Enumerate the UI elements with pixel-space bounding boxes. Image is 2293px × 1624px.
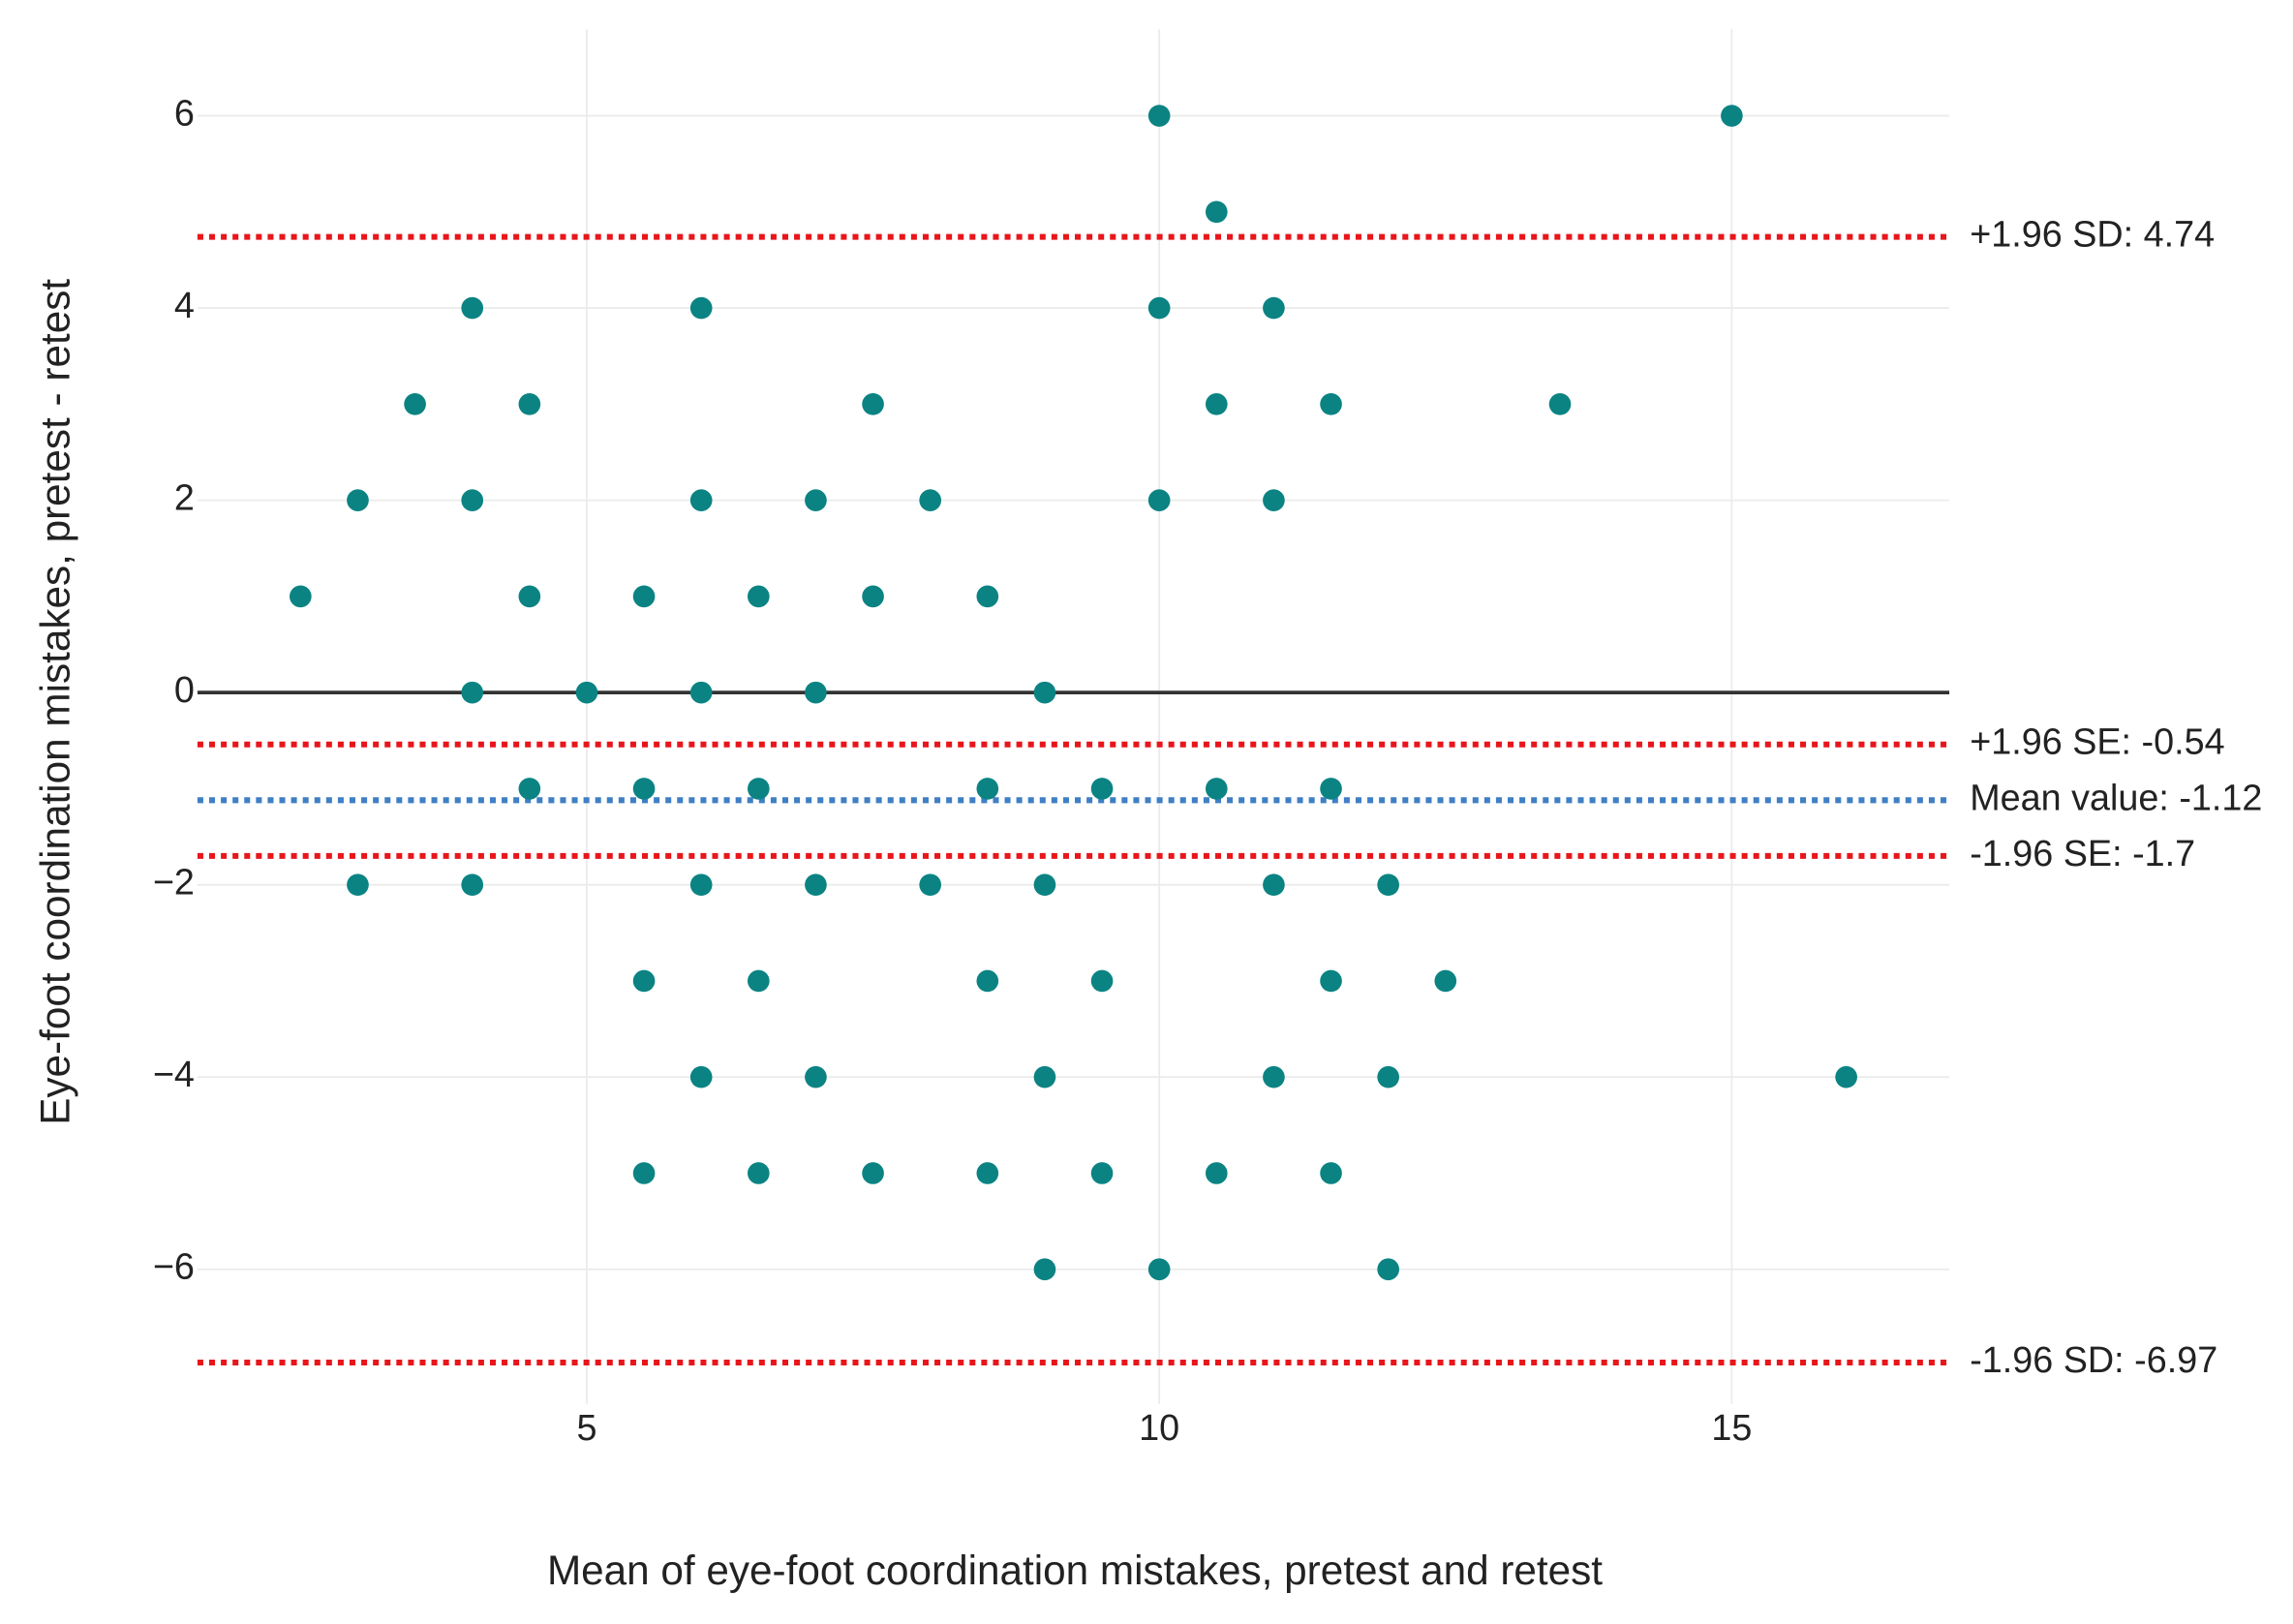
data-point (1320, 1162, 1342, 1184)
data-point (747, 585, 770, 608)
data-point (1205, 778, 1228, 800)
data-point (1090, 1162, 1114, 1184)
data-point (347, 489, 369, 511)
y-tick-label: 2 (174, 477, 195, 518)
data-point (1147, 296, 1171, 320)
data-point (689, 681, 713, 704)
data-point (290, 585, 312, 608)
data-point (1090, 969, 1114, 993)
data-point (1320, 778, 1342, 800)
y-tick-label: −4 (153, 1054, 195, 1094)
data-point (976, 778, 999, 800)
data-point (689, 873, 713, 897)
data-point (805, 873, 827, 897)
data-point (1147, 489, 1171, 511)
data-point (1434, 969, 1457, 993)
reference-label: -1.96 SD: -6.97 (1970, 1339, 2217, 1380)
data-point (404, 393, 426, 415)
y-tick-label: −6 (153, 1246, 195, 1287)
x-tick-label: 5 (576, 1407, 596, 1448)
data-point (461, 489, 484, 511)
data-point (1377, 1065, 1399, 1088)
data-point (1033, 873, 1056, 897)
data-point (632, 969, 656, 993)
data-point (575, 681, 598, 704)
data-point (632, 778, 656, 800)
data-point (862, 585, 884, 608)
data-point (862, 393, 884, 415)
data-point (518, 585, 541, 608)
data-point (1548, 393, 1572, 415)
data-point (1263, 489, 1285, 511)
data-point (461, 681, 484, 704)
data-point (1377, 873, 1399, 897)
data-point (518, 393, 541, 415)
data-point (976, 1162, 999, 1184)
data-point (461, 296, 484, 320)
data-point (805, 489, 827, 511)
data-point (518, 778, 541, 800)
data-point (1205, 1162, 1228, 1184)
reference-label: +1.96 SE: -0.54 (1970, 721, 2224, 762)
x-tick-label: 10 (1139, 1407, 1179, 1448)
data-point (689, 1065, 713, 1088)
y-tick-label: 6 (174, 93, 195, 134)
data-point (747, 1162, 770, 1184)
data-point (1033, 1065, 1056, 1088)
reference-label: Mean value: -1.12 (1970, 777, 2262, 817)
data-point (689, 296, 713, 320)
data-point (1263, 873, 1285, 897)
data-point (1263, 296, 1285, 320)
data-point (1033, 681, 1056, 704)
x-axis-label: Mean of eye-foot coordination mistakes, … (547, 1547, 1603, 1593)
data-point (919, 489, 942, 511)
data-point (689, 489, 713, 511)
data-point (747, 778, 770, 800)
data-point (1320, 393, 1342, 415)
data-point (1377, 1258, 1399, 1281)
data-point (805, 681, 827, 704)
y-tick-label: 4 (174, 285, 195, 325)
data-point (747, 969, 770, 993)
data-point (347, 873, 369, 897)
data-point (919, 873, 942, 897)
data-point (632, 585, 656, 608)
data-point (1320, 969, 1342, 993)
data-point (1835, 1065, 1857, 1088)
data-point (1721, 105, 1743, 127)
y-tick-label: −2 (153, 862, 195, 903)
data-point (1205, 200, 1228, 224)
data-point (1205, 393, 1228, 415)
y-tick-label: 0 (174, 669, 195, 710)
data-point (461, 873, 484, 897)
y-axis-label: Eye-foot coordination mistakes, pretest … (33, 279, 78, 1125)
data-point (1147, 105, 1171, 127)
x-tick-label: 15 (1711, 1407, 1752, 1448)
data-point (976, 585, 999, 608)
data-point (862, 1162, 884, 1184)
data-point (976, 969, 999, 993)
data-point (632, 1162, 656, 1184)
data-point (1090, 778, 1114, 800)
data-point (1147, 1258, 1171, 1281)
reference-label: +1.96 SD: 4.74 (1970, 214, 2215, 255)
data-point (1033, 1258, 1056, 1281)
data-point (1263, 1065, 1285, 1088)
reference-label: -1.96 SE: -1.7 (1970, 833, 2195, 873)
data-point (805, 1065, 827, 1088)
